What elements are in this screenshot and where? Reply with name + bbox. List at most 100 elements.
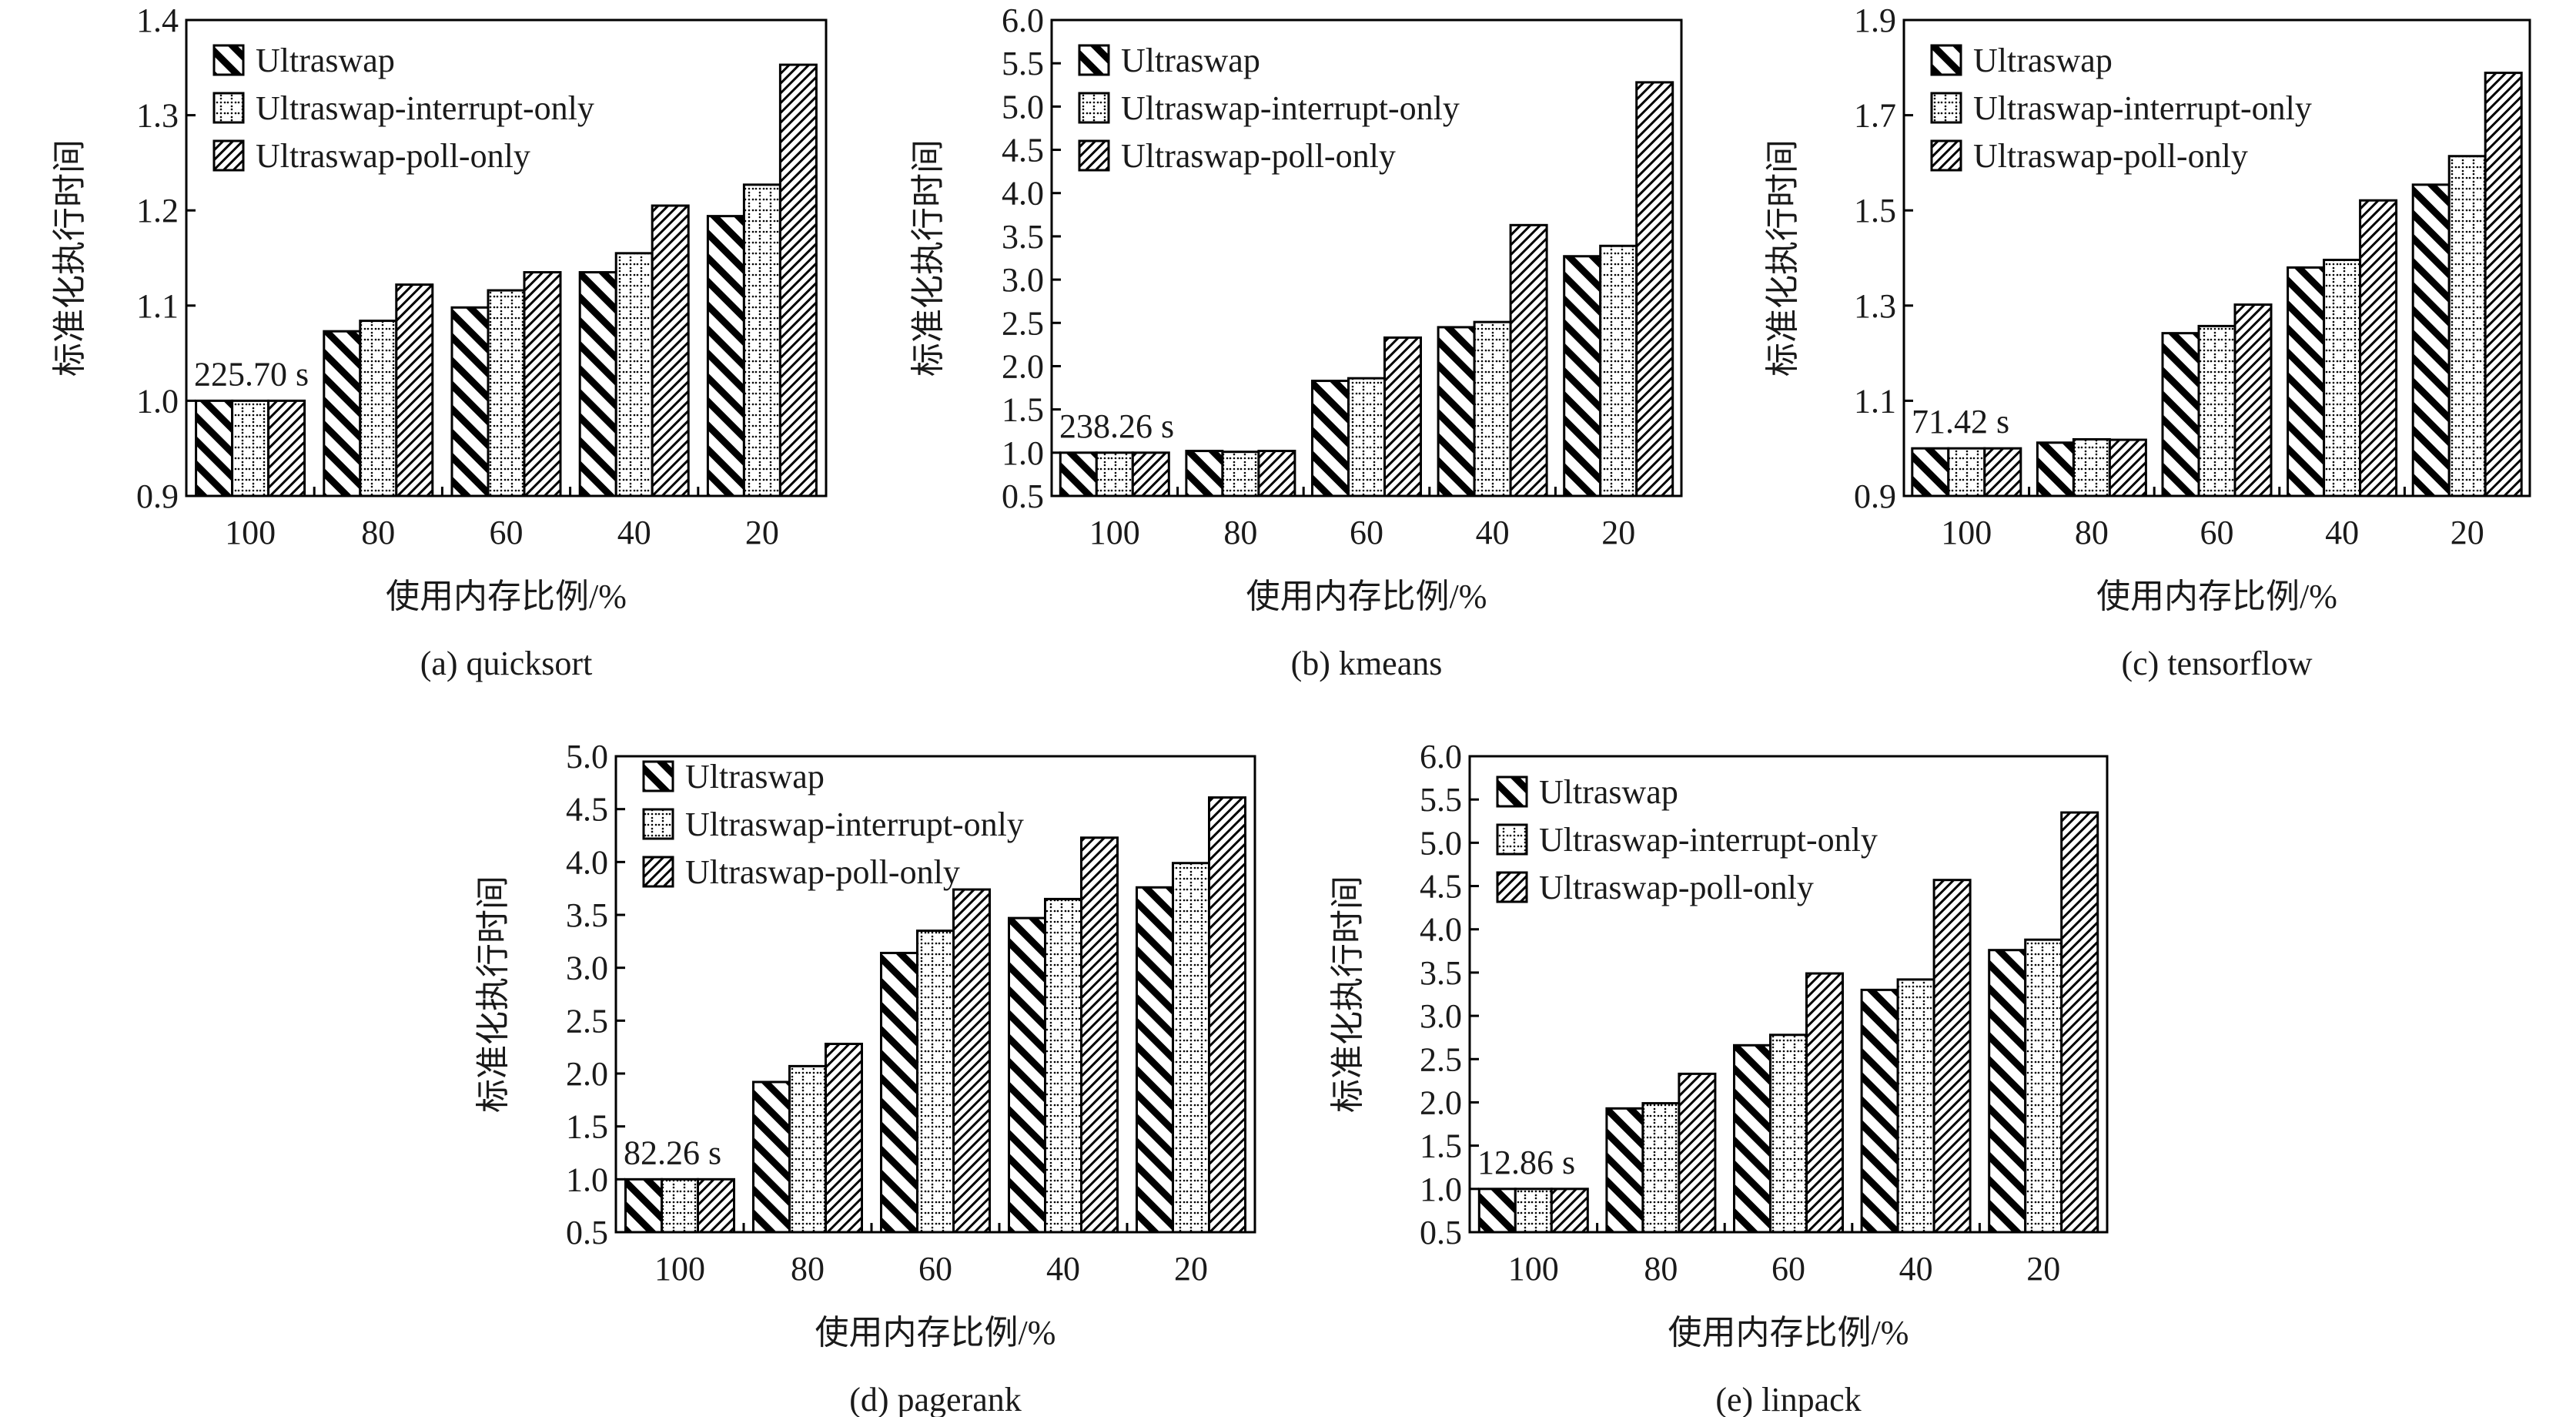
y-tick-label: 4.0 bbox=[566, 843, 608, 881]
x-axis-title: 使用内存比例/% bbox=[386, 578, 627, 615]
bar-ultraswap-poll-only bbox=[395, 283, 434, 497]
bar-ultraswap-poll-only bbox=[1932, 879, 1972, 1234]
plot-frame bbox=[1050, 18, 1683, 497]
y-tick-label: 0.9 bbox=[136, 477, 179, 515]
y-tick-label: 3.0 bbox=[1420, 997, 1462, 1035]
y-tick-label: 2.5 bbox=[1002, 304, 1044, 342]
legend-label: Ultraswap-interrupt-only bbox=[256, 89, 594, 127]
y-tick-label: 5.0 bbox=[1420, 824, 1462, 862]
bar-ultraswap-interrupt-only bbox=[788, 1064, 827, 1234]
bar-ultraswap-interrupt-only bbox=[1896, 978, 1935, 1234]
legend-label: Ultraswap-poll-only bbox=[1973, 137, 2248, 175]
y-tick-label: 3.0 bbox=[566, 950, 608, 987]
legend-label: Ultraswap bbox=[1539, 773, 1678, 811]
x-tick-label: 40 bbox=[617, 514, 651, 551]
bar-ultraswap-interrupt-only bbox=[2024, 938, 2063, 1234]
x-tick-label: 80 bbox=[791, 1250, 825, 1288]
legend-label: Ultraswap-poll-only bbox=[1121, 137, 1396, 175]
chart-panel-3: 0.5 1.0 1.5 2.0 2.5 3.0 3.5 4.0 4.5 5.0 100 80 60 40 2… bbox=[474, 738, 1256, 1417]
bar-ultraswap-poll-only bbox=[1080, 836, 1119, 1234]
bar-ultraswap-interrupt-only bbox=[2197, 324, 2236, 497]
legend-swatch-1 bbox=[642, 808, 674, 840]
plot-frame bbox=[1902, 18, 2531, 497]
y-tick-label: 4.0 bbox=[1420, 911, 1462, 949]
y-tick-label: 1.0 bbox=[566, 1161, 608, 1198]
x-tick-label: 20 bbox=[1174, 1250, 1208, 1288]
baseline-time-annotation: 225.70 s bbox=[194, 355, 309, 393]
x-axis-title: 使用内存比例/% bbox=[1668, 1314, 1909, 1352]
y-tick-label: 5.0 bbox=[1002, 88, 1044, 126]
x-axis-title: 使用内存比例/% bbox=[2096, 578, 2337, 615]
legend-swatch-1 bbox=[1078, 92, 1110, 124]
x-tick-label: 80 bbox=[2075, 514, 2109, 551]
x-tick-label: 100 bbox=[1508, 1250, 1559, 1288]
bar-ultraswap-poll-only bbox=[697, 1177, 735, 1234]
x-tick-label: 60 bbox=[490, 514, 524, 551]
x-tick-label: 60 bbox=[1350, 514, 1383, 551]
subfigure-caption: (d) pagerank bbox=[849, 1381, 1022, 1417]
bar-ultraswap bbox=[450, 306, 490, 497]
baseline-time-annotation: 82.26 s bbox=[624, 1134, 721, 1171]
x-axis-title: 使用内存比例/% bbox=[815, 1314, 1056, 1352]
bar-ultraswap-poll-only bbox=[2484, 72, 2523, 497]
bar-ultraswap-interrupt-only bbox=[1221, 451, 1260, 497]
legend-swatch-1 bbox=[1930, 92, 1962, 124]
y-tick-label: 6.0 bbox=[1420, 738, 1462, 775]
bar-ultraswap bbox=[880, 951, 918, 1234]
x-tick-label: 40 bbox=[1046, 1250, 1080, 1288]
y-tick-label: 0.9 bbox=[1854, 477, 1896, 515]
y-tick-label: 2.0 bbox=[1002, 347, 1044, 385]
chart-panel-0: 0.9 1.0 1.1 1.2 1.3 1.4 100 80 60 40 20 Ultraswap Ul… bbox=[51, 2, 828, 682]
legend-label: Ultraswap bbox=[685, 758, 825, 796]
bar-ultraswap bbox=[706, 215, 745, 497]
bar-ultraswap bbox=[1136, 886, 1174, 1234]
y-tick-label: 1.4 bbox=[136, 2, 179, 39]
bar-ultraswap-interrupt-only bbox=[614, 252, 654, 497]
bar-ultraswap-poll-only bbox=[1635, 81, 1674, 497]
legend-label: Ultraswap-interrupt-only bbox=[1973, 89, 2312, 127]
bar-ultraswap-interrupt-only bbox=[2323, 258, 2362, 497]
y-tick-label: 0.5 bbox=[566, 1214, 608, 1251]
legend-swatch-2 bbox=[1496, 871, 1528, 903]
bar-ultraswap-interrupt-only bbox=[1044, 897, 1082, 1234]
x-tick-label: 100 bbox=[1941, 514, 1992, 551]
bar-ultraswap-interrupt-only bbox=[742, 183, 781, 497]
legend-label: Ultraswap bbox=[256, 42, 395, 79]
y-tick-label: 0.5 bbox=[1002, 477, 1044, 515]
bar-ultraswap-poll-only bbox=[2233, 303, 2273, 497]
y-tick-label: 1.0 bbox=[1420, 1171, 1462, 1208]
bar-ultraswap-interrupt-only bbox=[1473, 320, 1512, 497]
y-axis-title: 标准化执行时间 bbox=[909, 139, 947, 377]
bar-ultraswap-interrupt-only bbox=[1947, 447, 1986, 497]
x-tick-label: 80 bbox=[361, 514, 395, 551]
bar-ultraswap-poll-only bbox=[1208, 796, 1246, 1234]
y-tick-label: 4.0 bbox=[1002, 175, 1044, 213]
x-tick-label: 100 bbox=[1089, 514, 1140, 551]
subfigure-caption: (e) linpack bbox=[1715, 1381, 1861, 1417]
y-tick-label: 4.5 bbox=[1002, 132, 1044, 169]
bar-ultraswap-interrupt-only bbox=[1347, 377, 1386, 497]
x-tick-label: 20 bbox=[2026, 1250, 2060, 1288]
y-tick-label: 2.5 bbox=[1420, 1040, 1462, 1078]
bar-ultraswap bbox=[1733, 1043, 1771, 1234]
y-tick-label: 1.2 bbox=[136, 192, 179, 229]
y-tick-label: 3.5 bbox=[1002, 218, 1044, 256]
bar-ultraswap bbox=[1477, 1188, 1517, 1234]
plot-frame bbox=[614, 755, 1256, 1234]
bar-ultraswap-interrupt-only bbox=[916, 930, 955, 1234]
bar-ultraswap-interrupt-only bbox=[1172, 862, 1210, 1234]
bar-ultraswap-poll-only bbox=[1678, 1072, 1717, 1234]
bar-ultraswap bbox=[1311, 380, 1350, 497]
bar-ultraswap-poll-only bbox=[1983, 447, 2022, 497]
x-tick-label: 40 bbox=[1899, 1250, 1933, 1288]
x-tick-label: 60 bbox=[918, 1250, 952, 1288]
y-tick-label: 1.1 bbox=[136, 287, 179, 325]
y-tick-label: 5.5 bbox=[1002, 45, 1044, 82]
bar-ultraswap bbox=[1605, 1107, 1644, 1234]
bar-ultraswap-interrupt-only bbox=[1514, 1188, 1553, 1234]
baseline-time-annotation: 71.42 s bbox=[1912, 403, 2009, 441]
y-axis-title: 标准化执行时间 bbox=[1329, 876, 1367, 1113]
bar-ultraswap bbox=[2287, 266, 2326, 497]
chart-panel-4: 0.5 1.0 1.5 2.0 2.5 3.0 3.5 4.0 4.5 5.0 5.5 6.0 100 8… bbox=[1329, 738, 2109, 1417]
legend-swatch-0 bbox=[1496, 775, 1528, 808]
